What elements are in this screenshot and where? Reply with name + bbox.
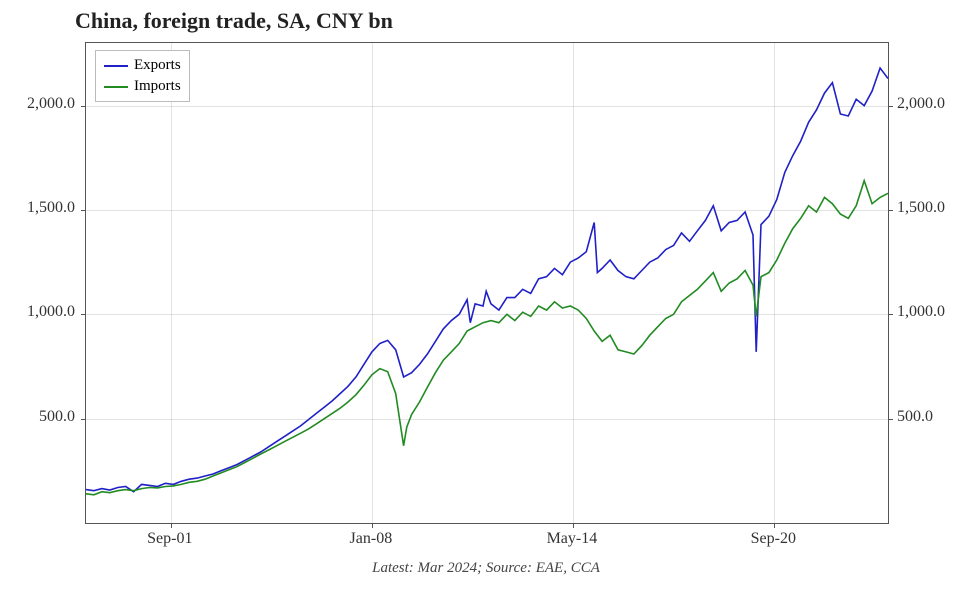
legend-box: ExportsImports xyxy=(95,50,190,102)
gridline-horizontal xyxy=(86,314,888,315)
gridline-vertical xyxy=(372,43,373,523)
legend-item: Imports xyxy=(104,76,181,97)
y-tick xyxy=(888,314,893,315)
x-tick xyxy=(372,523,373,528)
x-tick xyxy=(171,523,172,528)
y-axis-label-left: 1,000.0 xyxy=(0,303,75,321)
y-axis-label-right: 1,000.0 xyxy=(897,303,945,321)
y-axis-label-right: 2,000.0 xyxy=(897,95,945,113)
legend-label: Exports xyxy=(134,55,181,76)
y-tick xyxy=(888,210,893,211)
series-line-exports xyxy=(86,68,888,492)
y-tick xyxy=(81,314,86,315)
gridline-vertical xyxy=(171,43,172,523)
gridline-horizontal xyxy=(86,106,888,107)
x-axis-label: Jan-08 xyxy=(350,530,393,548)
legend-label: Imports xyxy=(134,76,181,97)
plot-area xyxy=(85,42,889,524)
chart-container: China, foreign trade, SA, CNY bn Exports… xyxy=(0,0,972,589)
legend-swatch xyxy=(104,86,128,88)
y-tick xyxy=(81,419,86,420)
gridline-vertical xyxy=(573,43,574,523)
gridline-horizontal xyxy=(86,210,888,211)
y-tick xyxy=(888,106,893,107)
y-axis-label-left: 500.0 xyxy=(0,408,75,426)
series-line-imports xyxy=(86,181,888,495)
y-axis-label-right: 1,500.0 xyxy=(897,199,945,217)
y-tick xyxy=(888,419,893,420)
gridline-horizontal xyxy=(86,419,888,420)
x-tick xyxy=(774,523,775,528)
x-tick xyxy=(573,523,574,528)
y-tick xyxy=(81,106,86,107)
x-axis-label: Sep-20 xyxy=(751,530,796,548)
legend-swatch xyxy=(104,65,128,67)
footnote: Latest: Mar 2024; Source: EAE, CCA xyxy=(0,560,972,577)
y-axis-label-right: 500.0 xyxy=(897,408,933,426)
chart-title: China, foreign trade, SA, CNY bn xyxy=(75,8,393,34)
legend-item: Exports xyxy=(104,55,181,76)
series-lines xyxy=(86,43,888,523)
y-tick xyxy=(81,210,86,211)
gridline-vertical xyxy=(774,43,775,523)
y-axis-label-left: 1,500.0 xyxy=(0,199,75,217)
y-axis-label-left: 2,000.0 xyxy=(0,95,75,113)
x-axis-label: Sep-01 xyxy=(147,530,192,548)
x-axis-label: May-14 xyxy=(547,530,598,548)
